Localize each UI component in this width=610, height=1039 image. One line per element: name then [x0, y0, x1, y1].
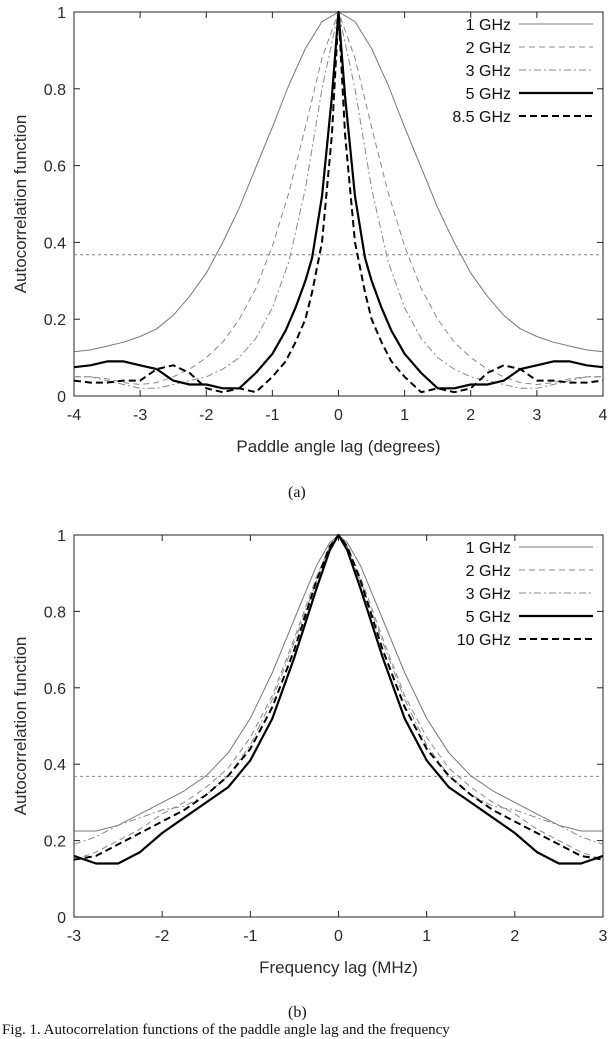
y-tick-label: 0	[57, 910, 66, 927]
panel-label-a: (a)	[288, 484, 306, 501]
x-tick-label: 2	[510, 928, 519, 945]
series-line-1	[74, 11, 603, 385]
legend-label: 2 GHz	[466, 563, 511, 580]
y-tick-label: 0.2	[44, 312, 66, 329]
series-line-3	[73, 533, 604, 865]
plot-frame	[73, 534, 604, 918]
x-tick-label: -2	[199, 407, 213, 424]
x-tick-label: 1	[400, 407, 409, 424]
y-tick-label: 1	[57, 528, 66, 545]
x-tick-label: -1	[243, 928, 257, 945]
series-line-2	[74, 11, 603, 389]
series-line-0	[73, 11, 604, 353]
chart-panel-b: 0 0.2 0.4 0.6 0.8 1 -3 -2 -1 0 1 2 3 Frequency lag (M…	[11, 528, 608, 977]
series-line-3	[73, 10, 604, 390]
legend-label: 5 GHz	[466, 609, 511, 626]
legend-label: 1 GHz	[466, 17, 511, 34]
series-line-4	[73, 534, 604, 861]
x-tick-label: 4	[599, 407, 608, 424]
x-tick-label: -4	[67, 407, 81, 424]
legend-label: 2 GHz	[466, 40, 511, 57]
y-tick-label: 0.6	[44, 681, 66, 698]
y-tick-label: 0	[57, 389, 66, 406]
series-line-2	[73, 534, 604, 845]
x-axis-label: Frequency lag (MHz)	[259, 958, 418, 977]
x-tick-label: 3	[532, 407, 541, 424]
y-tick-label: 0.2	[44, 834, 66, 851]
x-tick-label: 0	[334, 407, 343, 424]
legend-label: 3 GHz	[466, 586, 511, 603]
x-tick-label: -1	[265, 407, 279, 424]
legend-label: 3 GHz	[466, 63, 511, 80]
x-tick-label: 1	[422, 928, 431, 945]
legend-label: 1 GHz	[466, 540, 511, 557]
x-tick-label: -3	[133, 407, 147, 424]
series-line-4	[73, 11, 604, 394]
chart-panel-a: 0 0.2 0.4 0.6 0.8 1 -4 -3 -2 -1 0 1 2 3 4 Paddle angle …	[11, 5, 608, 456]
legend-label: 5 GHz	[466, 86, 511, 103]
y-axis-label: Autocorrelation function	[11, 637, 30, 816]
y-tick-label: 1	[57, 5, 66, 22]
x-tick-label: 3	[599, 928, 608, 945]
legend-label: 8.5 GHz	[452, 109, 511, 126]
figure-caption: Fig. 1. Autocorrelation functions of the…	[2, 1022, 450, 1038]
x-tick-label: 0	[334, 928, 343, 945]
panel-label-b: (b)	[288, 1004, 307, 1021]
y-tick-label: 0.8	[44, 604, 66, 621]
y-axis-label: Autocorrelation function	[11, 115, 30, 294]
x-tick-label: -2	[155, 928, 169, 945]
y-tick-label: 0.4	[44, 235, 66, 252]
series-line-0	[74, 534, 603, 832]
y-tick-label: 0.4	[44, 757, 66, 774]
x-axis-label: Paddle angle lag (degrees)	[236, 437, 440, 456]
x-tick-label: 2	[466, 407, 475, 424]
y-tick-label: 0.6	[44, 159, 66, 176]
x-tick-label: -3	[67, 928, 81, 945]
series-line-1	[73, 534, 604, 861]
y-tick-label: 0.8	[44, 82, 66, 99]
legend-label: 10 GHz	[457, 632, 511, 649]
